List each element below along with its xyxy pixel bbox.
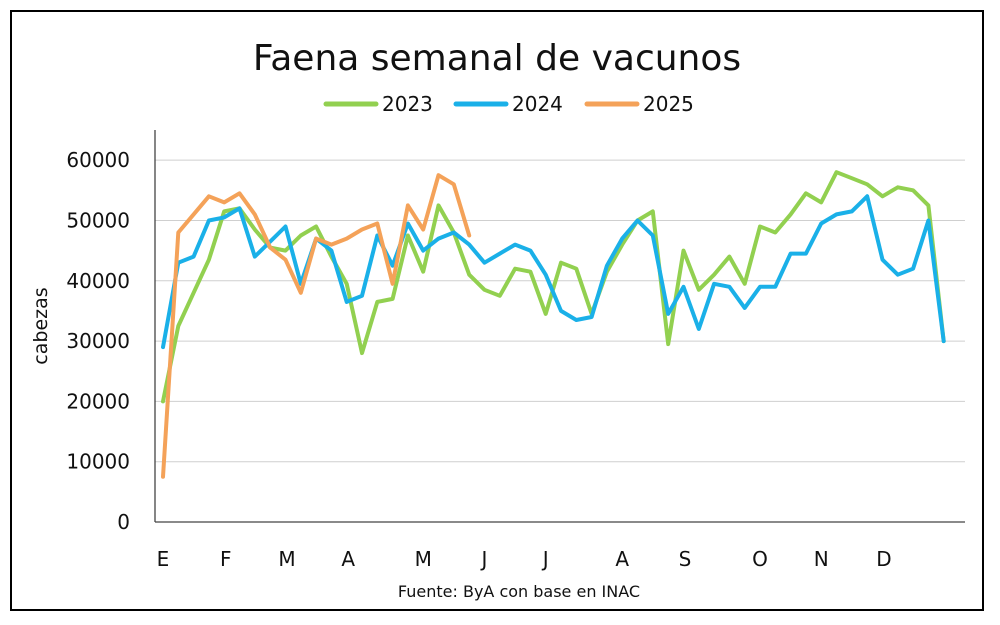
- x-tick-label: A: [615, 547, 629, 571]
- y-axis-label: cabezas: [30, 287, 52, 364]
- series-line-2024: [161, 194, 946, 350]
- y-tick-label: 30000: [66, 329, 130, 353]
- x-tick-label: F: [220, 547, 232, 571]
- x-tick-label: M: [415, 547, 432, 571]
- x-tick-label: A: [341, 547, 355, 571]
- source-note: Fuente: ByA con base en INAC: [398, 582, 640, 601]
- x-tick-label: S: [679, 547, 692, 571]
- y-tick-labels: 0 10000 20000 30000 40000 50000 60000: [66, 148, 130, 534]
- legend-label-2024: 2024: [512, 92, 563, 116]
- y-tick-label: 60000: [66, 148, 130, 172]
- x-tick-label: M: [278, 547, 295, 571]
- y-tick-label: 10000: [66, 450, 130, 474]
- series-lines: [161, 170, 946, 479]
- x-tick-label: O: [752, 547, 768, 571]
- series-line-2025: [161, 173, 472, 479]
- series-line-2023: [161, 170, 946, 404]
- y-tick-label: 0: [117, 510, 130, 534]
- grid-lines: [155, 159, 965, 463]
- y-tick-label: 50000: [66, 208, 130, 232]
- legend: 2023 2024 2025: [323, 92, 694, 116]
- x-tick-label: E: [157, 547, 170, 571]
- legend-label-2023: 2023: [382, 92, 433, 116]
- x-tick-label: J: [480, 547, 488, 571]
- y-tick-label: 40000: [66, 269, 130, 293]
- x-tick-label: N: [814, 547, 829, 571]
- x-tick-label: D: [876, 547, 891, 571]
- x-tick-label: J: [541, 547, 549, 571]
- y-tick-label: 20000: [66, 389, 130, 413]
- chart-title: Faena semanal de vacunos: [253, 38, 741, 79]
- legend-label-2025: 2025: [643, 92, 694, 116]
